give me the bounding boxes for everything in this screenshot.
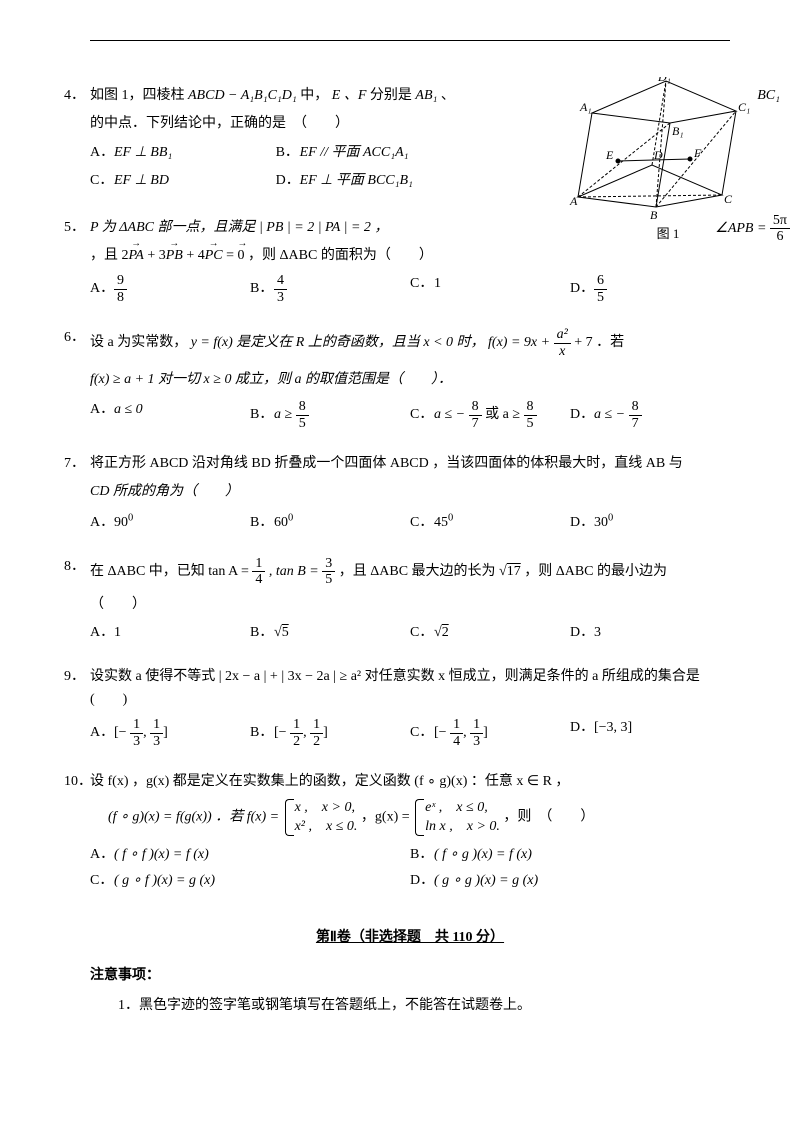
math: E 、F [332,88,367,103]
question-4: 4． 如图 1，四棱柱 ABCD − A₁B₁C₁D₁ 中， E 、F 分别是 … [90,85,730,199]
text: 在 ΔABC 中，已知 tan A = [90,564,252,579]
option-b[interactable]: B．a ≥ 85 [250,399,410,431]
svg-text:C: C [724,192,733,206]
option-a[interactable]: A．( f ∘ f )(x) = f (x) [90,844,410,866]
question-7: 7． 将正方形 ABCD 沿对角线 BD 折叠成一个四面体 ABCD ，当该四面… [90,453,730,538]
option-a[interactable]: A．EF ⊥ BB₁ [90,142,276,164]
option-d[interactable]: D．3 [570,622,730,644]
svg-text:D: D [653,148,663,162]
q-number: 7． [64,453,85,475]
prism-svg: A B C D A₁ B₁ C₁ D₁ E F [558,77,758,222]
option-d[interactable]: D．300 [570,510,730,534]
text: 设实数 a 使得不等式 | 2x − a | + | 3x − 2a | ≥ a… [90,666,730,711]
option-b[interactable]: B．[− 12, 12] [250,717,410,749]
option-b[interactable]: B．600 [250,510,410,534]
text: 设 f(x) ，g(x) 都是定义在实数集上的函数，定义函数 (f ∘ g)(x… [90,771,730,793]
text: 中， [300,88,328,103]
text: P 为 ΔABC 部一点，且满足 | PB | = 2 | PA | = 2 ， [90,220,388,235]
text: ，且 [90,248,122,263]
math: f(x) ≥ a + 1 对一切 x ≥ 0 成立，则 a 的取值范围是（ ）． [90,372,452,387]
q-number: 8． [64,556,85,578]
option-a[interactable]: A．[− 13, 13] [90,717,250,749]
math: ∠APB = [715,221,770,236]
svg-text:A₁: A₁ [579,100,592,114]
option-d[interactable]: D．a ≤ − 87 [570,399,730,431]
math: ABCD − A₁B₁C₁D₁ [188,88,297,103]
math: EF // 平面 ACC₁A₁ [300,145,409,160]
header-rule [90,40,730,41]
option-b[interactable]: B．√5 [250,622,410,644]
option-b[interactable]: B．43 [250,273,410,305]
option-d[interactable]: D．EF ⊥ 平面 BCC₁B₁ [276,170,462,192]
math: AB₁ [415,88,437,103]
q-number: 9． [64,666,85,688]
svg-text:D₁: D₁ [657,77,671,84]
attention-block: 注意事项： 1．黑色字迹的签字笔或钢笔填写在答题纸上，不能答在试题卷上。 [90,965,730,1018]
option-c[interactable]: C．√2 [410,622,570,644]
text: （ ） [90,594,730,616]
option-a[interactable]: A．900 [90,510,250,534]
svg-text:B₁: B₁ [672,124,684,138]
option-c[interactable]: C．[− 14, 13] [410,717,570,749]
text: 设 a 为实常数， [90,335,187,350]
text: CD 所成的角为（ ） [90,484,239,499]
option-c[interactable]: C．EF ⊥ BD [90,170,276,192]
svg-text:F: F [693,146,702,160]
option-b[interactable]: B．( f ∘ g )(x) = f (x) [410,844,730,866]
text: + 7 ．若 [574,335,624,350]
option-d[interactable]: D．65 [570,273,730,305]
attention-item-1: 1．黑色字迹的签字笔或钢笔填写在答题纸上，不能答在试题卷上。 [118,995,730,1017]
text: 、 [441,88,455,103]
question-10: 10． 设 f(x) ，g(x) 都是定义在实数集上的函数，定义函数 (f ∘ … [90,771,730,897]
math: EF ⊥ 平面 BCC₁B₁ [300,173,413,188]
option-a[interactable]: A．1 [90,622,250,644]
option-c[interactable]: C．1 [410,273,570,305]
text: 分别是 [370,88,416,103]
q-number: 10． [64,771,92,793]
section-2-title: 第Ⅱ卷（非选择题 共 110 分） [90,927,730,949]
svg-text:A: A [569,194,578,208]
math: EF ⊥ BD [114,173,169,188]
option-a[interactable]: A．98 [90,273,250,305]
option-c[interactable]: C．a ≤ − 87 或 a ≥ 85 [410,399,570,431]
option-d[interactable]: D．( g ∘ g )(x) = g (x) [410,870,730,892]
option-d[interactable]: D．[−3, 3] [570,717,730,749]
text: 将正方形 ABCD 沿对角线 BD 折叠成一个四面体 ABCD ，当该四面体的体… [90,453,730,475]
attention-label: 注意事项： [90,965,730,987]
question-9: 9． 设实数 a 使得不等式 | 2x − a | + | 3x − 2a | … [90,666,730,753]
question-5: 5． P 为 ΔABC 部一点，且满足 | PB | = 2 | PA | = … [90,217,730,310]
math: y = f(x) 是定义在 R 上的奇函数，且当 x < 0 时， [191,335,485,350]
svg-text:E: E [605,148,614,162]
svg-text:C₁: C₁ [738,100,750,114]
q-number: 6． [64,327,85,349]
option-c[interactable]: C．( g ∘ f )(x) = g (x) [90,870,410,892]
question-6: 6． 设 a 为实常数， y = f(x) 是定义在 R 上的奇函数，且当 x … [90,327,730,435]
q-number: 4． [64,85,85,107]
option-a[interactable]: A．a ≤ 0 [90,399,250,431]
option-c[interactable]: C．450 [410,510,570,534]
text: 如图 1，四棱柱 [90,88,188,103]
q-number: 5． [64,217,85,239]
question-8: 8． 在 ΔABC 中，已知 tan A = 14 , tan B = 35 ，… [90,556,730,649]
math: EF ⊥ BB₁ [114,145,172,160]
text: ，则 ΔABC 的面积为（ ） [248,248,433,263]
math: f(x) = 9x + [488,335,554,350]
option-b[interactable]: B．EF // 平面 ACC₁A₁ [276,142,462,164]
